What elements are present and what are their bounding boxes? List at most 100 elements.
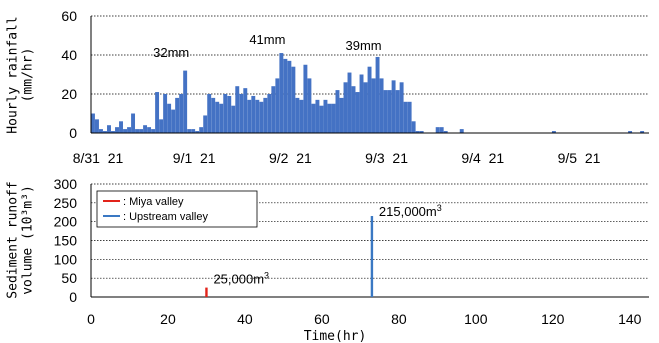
sediment-y-tick-labels: 0 50 100 150 200 250 300 [54, 176, 78, 305]
rainfall-bar [139, 129, 144, 133]
rainfall-bars [91, 53, 645, 134]
rainfall-bar [255, 99, 260, 133]
sediment-x-axis-label: Time(hr) [304, 329, 367, 343]
rainfall-bar [287, 60, 292, 133]
rainfall-bar [395, 90, 400, 133]
rainfall-bar [459, 129, 464, 133]
rainfall-bar [411, 121, 416, 133]
rainfall-annotations: 32mm 41mm 39mm [153, 32, 382, 60]
rainfall-bar [227, 95, 232, 133]
rainfall-bar [243, 88, 248, 133]
rainfall-bar [207, 94, 212, 133]
sediment-bar [205, 287, 208, 297]
rainfall-bar [91, 113, 95, 133]
rainfall-bar [167, 103, 172, 133]
rainfall-bar [387, 90, 392, 133]
rainfall-bar [183, 70, 188, 133]
rainfall-bar [319, 105, 324, 133]
rainfall-bar [379, 78, 384, 133]
rainfall-bar [239, 94, 244, 133]
rainfall-bar [119, 121, 123, 133]
rainfall-bar [640, 131, 645, 133]
rainfall-bar [179, 94, 184, 133]
legend-label: : Miya valley [123, 196, 184, 208]
rainfall-bar [439, 127, 444, 133]
rainfall-bar [355, 92, 360, 133]
rainfall-peak-annotation: 32mm [153, 45, 189, 60]
rainfall-y-tick-label: 0 [69, 125, 77, 141]
rainfall-bar [115, 127, 119, 133]
rainfall-bar [127, 127, 132, 133]
rainfall-bar [335, 90, 340, 133]
rainfall-bar [323, 99, 328, 133]
rainfall-bar [103, 131, 107, 133]
sediment-x-tick-label: 20 [160, 311, 176, 327]
sediment-data-labels: 25,000m3 215,000m3 [213, 203, 441, 287]
sediment-y-tick-label: 200 [54, 214, 78, 230]
rainfall-y-tick-labels: 0 20 40 60 [61, 8, 77, 141]
rainfall-bar [251, 95, 256, 133]
rainfall-bar [383, 90, 388, 133]
rainfall-bar [159, 119, 164, 133]
rainfall-bar [191, 129, 196, 133]
sediment-y-tick-label: 50 [61, 270, 77, 286]
sediment-y-tick-label: 300 [54, 176, 78, 192]
rainfall-x-tick-label: 9/1 21 [173, 150, 216, 166]
sediment-x-tick-label: 60 [314, 311, 330, 327]
legend: : Miya valley : Upstream valley [96, 190, 258, 228]
rainfall-bar [143, 125, 148, 133]
rainfall-bar [311, 103, 316, 133]
rainfall-bar [259, 101, 264, 133]
rainfall-y-tick-label: 60 [61, 8, 77, 24]
rainfall-bar [403, 101, 408, 133]
rainfall-bar [371, 78, 376, 133]
rainfall-peak-annotation: 41mm [249, 32, 285, 47]
sediment-x-tick-labels: 0 20 40 60 80 100 120 140 [87, 311, 642, 327]
rainfall-bar [347, 72, 352, 133]
rainfall-bar [107, 125, 111, 133]
rainfall-bar [135, 129, 140, 133]
sediment-x-tick-label: 80 [391, 311, 407, 327]
rainfall-y-tick-label: 20 [61, 86, 77, 102]
rainfall-bar [223, 94, 228, 133]
sediment-x-tick-label: 140 [618, 311, 642, 327]
rainfall-bar [339, 97, 344, 133]
rainfall-bar [95, 119, 99, 133]
rainfall-bar [363, 82, 368, 133]
rainfall-bar [331, 103, 336, 133]
rainfall-bar [195, 131, 200, 133]
rainfall-peak-annotation: 39mm [346, 38, 382, 53]
rainfall-bar [175, 97, 180, 133]
rainfall-x-tick-label: 9/5 21 [558, 150, 601, 166]
sediment-y-tick-label: 250 [54, 195, 78, 211]
rainfall-bar [443, 131, 448, 133]
sediment-data-label: 25,000m3 [213, 271, 269, 287]
rainfall-bar [219, 103, 224, 133]
rainfall-bar [367, 66, 372, 133]
rainfall-bar [111, 131, 115, 133]
rainfall-bar [303, 64, 308, 133]
rainfall-bar [435, 127, 440, 133]
rainfall-bar [275, 78, 280, 133]
rainfall-bar [628, 131, 633, 133]
rainfall-bar [351, 86, 356, 133]
sediment-y-tick-label: 150 [54, 233, 78, 249]
rainfall-bar [163, 94, 168, 133]
rainfall-bar [263, 97, 268, 133]
rainfall-bar [99, 129, 103, 133]
sediment-x-tick-label: 0 [87, 311, 95, 327]
rainfall-bar [327, 103, 332, 133]
sediment-data-label: 215,000m3 [379, 203, 442, 219]
rainfall-x-tick-label: 9/4 21 [461, 150, 504, 166]
rainfall-bar [155, 92, 160, 133]
rainfall-bar [407, 101, 412, 133]
rainfall-x-tick-label: 8/31 21 [73, 150, 124, 166]
rainfall-bar [187, 129, 192, 133]
rainfall-bar [279, 53, 284, 133]
sediment-y-tick-label: 0 [69, 289, 77, 305]
legend-label: : Upstream valley [123, 211, 208, 223]
rainfall-bar [171, 109, 176, 133]
rainfall-bar [123, 129, 127, 133]
rainfall-bar [299, 99, 304, 133]
rainfall-x-tick-label: 9/2 21 [269, 150, 312, 166]
